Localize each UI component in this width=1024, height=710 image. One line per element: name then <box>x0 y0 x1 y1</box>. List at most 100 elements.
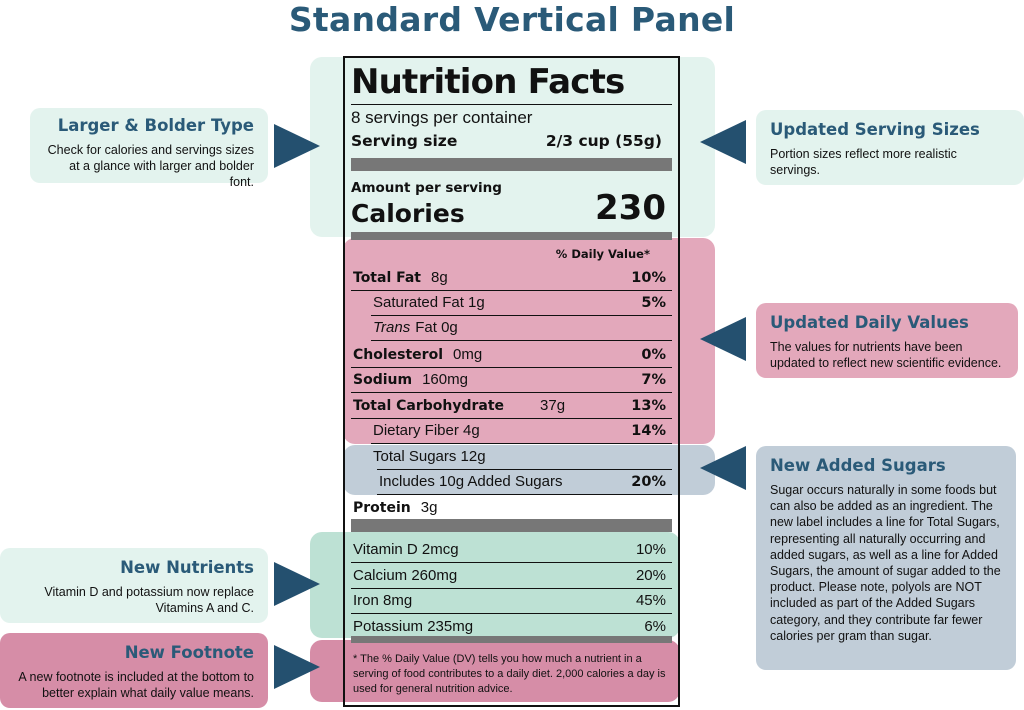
serving-size-value: 2/3 cup (55g) <box>545 132 662 150</box>
row-divider <box>351 613 672 614</box>
amount-per-serving: Amount per serving <box>351 180 502 196</box>
nutrient-name: Saturated Fat 1g <box>373 293 485 313</box>
nutrient-amount: Includes 10g Added Sugars <box>379 473 563 490</box>
callout-heading: Updated Serving Sizes <box>770 120 980 139</box>
vitamin-daily-value: 20% <box>635 566 666 584</box>
vitamin-daily-value: 10% <box>635 541 666 558</box>
nutrient-daily-value: 20% <box>631 474 666 490</box>
nutrient-bold-label: Total Fat <box>353 270 422 286</box>
nutrient-daily-value: 14% <box>631 423 666 439</box>
thick-bar <box>351 636 672 643</box>
nutrient-row: Total Fat 8g 10% <box>345 266 678 291</box>
arrow-icon <box>274 562 320 606</box>
thick-bar <box>351 519 672 532</box>
nutrient-daily-value: 13% <box>631 398 666 414</box>
row-divider <box>351 392 672 393</box>
nutrient-amount: 37g <box>540 397 566 414</box>
callout-larger-type: Larger & Bolder Type Check for calories … <box>30 108 268 189</box>
divider <box>351 104 672 105</box>
nutrient-amount: 8g <box>431 269 448 286</box>
callout-added-sugars: New Added Sugars Sugar occurs naturally … <box>756 446 1016 670</box>
servings-per-container: 8 servings per container <box>351 108 533 127</box>
nutrient-row: Protein 3g <box>345 496 678 521</box>
nutrient-row: Includes 10g Added Sugars 20% <box>345 470 678 495</box>
vitamin-daily-value: 45% <box>635 592 666 609</box>
nutrition-facts-label: Nutrition Facts 8 servings per container… <box>343 56 680 707</box>
vitamin-row: Potassium 235mg 6% <box>345 615 678 640</box>
nutrient-row: Sodium 160mg 7% <box>345 368 678 393</box>
vitamin-daily-value: 6% <box>644 617 666 635</box>
callout-heading: New Footnote <box>124 643 254 662</box>
callout-heading: New Nutrients <box>120 558 254 577</box>
nutrient-amount: 3g <box>420 499 438 516</box>
page-title: Standard Vertical Panel <box>288 0 736 39</box>
vitamin-row: Vitamin D 2mcg 10% <box>345 538 678 563</box>
vitamin-name: Iron 8mg <box>353 592 413 609</box>
arrow-icon <box>274 645 320 689</box>
row-divider <box>351 587 672 589</box>
callout-new-nutrients: New Nutrients Vitamin D and potassium no… <box>0 548 268 623</box>
footnote-highlight <box>310 640 680 702</box>
arrow-icon <box>700 446 746 490</box>
nutrient-name: Trans Fat 0g <box>373 318 458 338</box>
callout-body: A new footnote is included at the bottom… <box>18 670 254 701</box>
row-divider <box>377 494 672 495</box>
nutrient-row: Saturated Fat 1g 5% <box>345 291 678 316</box>
label-title: Nutrition Facts <box>351 62 625 102</box>
nutrient-italic-label: Trans <box>373 319 411 336</box>
nutrient-amount: Dietary Fiber 4g <box>373 422 480 439</box>
nutrient-name: Cholesterol 0mg <box>353 345 482 365</box>
nutrient-daily-value: 0% <box>641 347 666 363</box>
vitamin-row: Calcium 260mg 20% <box>345 564 678 589</box>
calories-label: Calories <box>351 199 465 228</box>
nutrient-name: Total Fat 8g <box>353 268 448 288</box>
nutrient-bold-label: Sodium <box>353 372 413 388</box>
callout-body: Vitamin D and potassium now replace Vita… <box>44 585 254 616</box>
callout-heading: Larger & Bolder Type <box>57 116 254 135</box>
callout-daily-values: Updated Daily Values The values for nutr… <box>756 303 1018 378</box>
footnote: * The % Daily Value (DV) tells you how m… <box>353 653 666 695</box>
vitamin-row: Iron 8mg 45% <box>345 589 678 614</box>
callout-body: Portion sizes reflect more realistic ser… <box>770 147 957 178</box>
serving-highlight <box>310 57 715 237</box>
nutrient-amount: Total Sugars 12g <box>373 448 486 465</box>
serving-size-label: Serving size <box>351 132 458 150</box>
thick-bar <box>351 158 672 171</box>
row-divider <box>371 315 672 316</box>
vitamin-name: Vitamin D 2mcg <box>353 541 459 558</box>
added-sugars-highlight <box>343 445 715 495</box>
row-divider <box>351 367 672 368</box>
row-divider <box>377 469 672 470</box>
nutrient-daily-value: 5% <box>641 295 666 311</box>
nutrient-bold-label: Total Carbohydrate <box>353 398 505 414</box>
nutrient-row: Dietary Fiber 4g 14% <box>345 419 678 444</box>
callout-body: Sugar occurs naturally in some foods but… <box>770 483 1001 643</box>
callout-body: Check for calories and servings sizes at… <box>47 143 254 190</box>
arrow-icon <box>274 124 320 168</box>
nutrient-row: Total Carbohydrate 37g 13% <box>345 394 678 419</box>
daily-values-highlight <box>343 238 715 444</box>
callout-heading: Updated Daily Values <box>770 313 969 332</box>
callout-heading: New Added Sugars <box>770 456 946 475</box>
vitamins-highlight <box>310 532 680 638</box>
nutrient-name: Includes 10g Added Sugars <box>379 472 562 492</box>
row-divider <box>351 290 672 291</box>
arrow-icon <box>700 317 746 361</box>
nutrient-name: Dietary Fiber 4g <box>373 421 480 441</box>
nutrient-row: Total Sugars 12g <box>345 445 678 470</box>
nutrient-row: Trans Fat 0g <box>345 316 678 341</box>
callout-body: The values for nutrients have been updat… <box>770 340 1002 371</box>
callout-serving-sizes: Updated Serving Sizes Portion sizes refl… <box>756 110 1024 185</box>
vitamin-name: Calcium 260mg <box>353 566 458 584</box>
thick-bar <box>351 232 672 240</box>
nutrient-bold-label: Protein <box>353 500 411 516</box>
nutrient-amount: 160mg <box>422 371 468 388</box>
nutrient-bold-label: Cholesterol <box>353 347 443 363</box>
row-divider <box>351 562 672 563</box>
nutrient-amount: 0mg <box>453 346 483 363</box>
row-divider <box>371 443 672 444</box>
nutrient-amount: Fat 0g <box>415 319 458 336</box>
nutrient-name: Total Sugars 12g <box>373 447 486 467</box>
nutrient-name: Protein 3g <box>353 498 437 518</box>
row-divider <box>351 418 672 419</box>
